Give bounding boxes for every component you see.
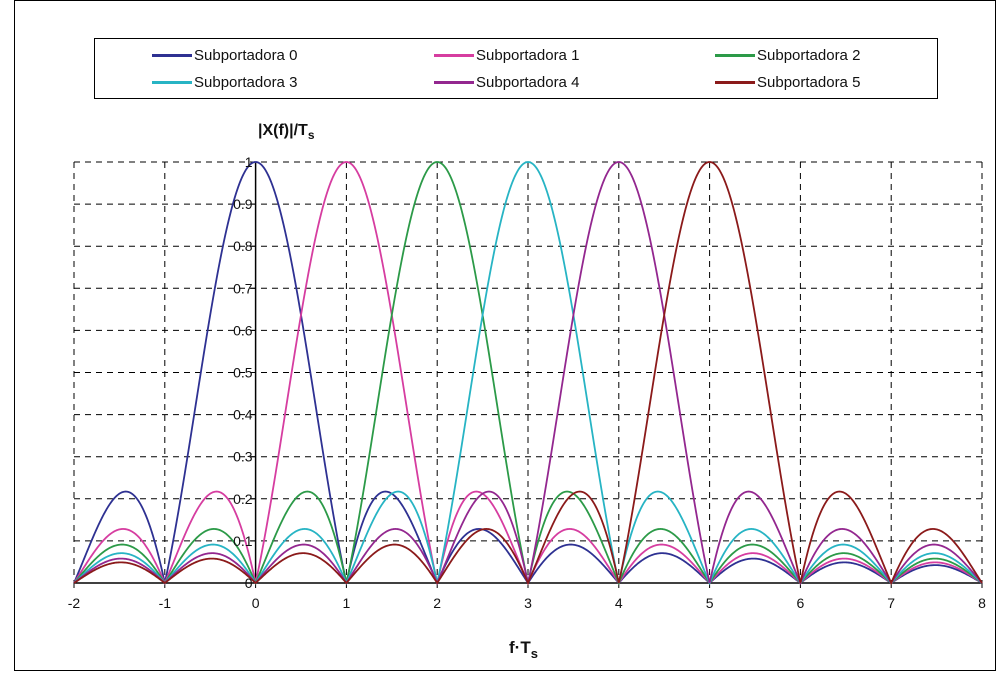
legend-swatch [715,80,755,84]
legend-item-subportadora-2: Subportadora 2 [715,45,860,65]
legend-swatch [152,80,192,84]
legend-label: Subportadora 1 [476,46,580,64]
legend: Subportadora 0 Subportadora 1 Subportado… [94,38,938,99]
legend-swatch [434,53,474,57]
legend-swatch [152,53,192,57]
legend-label: Subportadora 5 [757,73,861,91]
legend-item-subportadora-1: Subportadora 1 [434,45,579,65]
legend-item-subportadora-0: Subportadora 0 [152,45,297,65]
legend-item-subportadora-3: Subportadora 3 [152,72,297,92]
chart-frame [14,0,996,671]
legend-label: Subportadora 3 [194,73,298,91]
legend-item-subportadora-4: Subportadora 4 [434,72,579,92]
legend-label: Subportadora 2 [757,46,861,64]
legend-label: Subportadora 4 [476,73,580,91]
legend-label: Subportadora 0 [194,46,298,64]
legend-item-subportadora-5: Subportadora 5 [715,72,860,92]
legend-swatch [434,80,474,84]
legend-swatch [715,53,755,57]
